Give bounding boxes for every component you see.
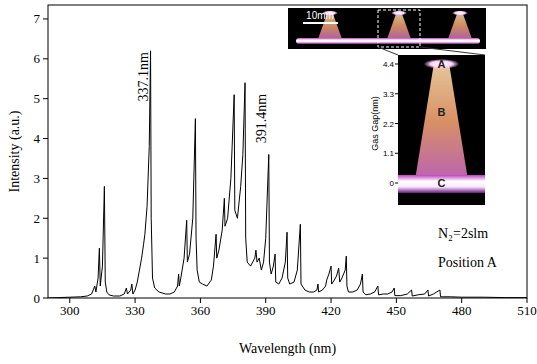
inset-region-label: B (438, 106, 446, 118)
inset-tick-label: 2.2 (383, 120, 395, 129)
photo-cone (416, 66, 468, 177)
x-tick-label: 300 (60, 303, 80, 318)
x-tick-label: 510 (517, 303, 537, 318)
photo-top (288, 8, 486, 49)
inset-region-label: A (438, 58, 446, 70)
y-tick (43, 178, 48, 179)
zoom-box (378, 10, 420, 47)
spectrum-line (48, 51, 527, 298)
photo-jet-top (452, 11, 468, 16)
y-tick-label: 0 (34, 291, 41, 306)
y-tick (43, 258, 48, 259)
photo-zoom (398, 55, 485, 205)
photo-jet (387, 14, 411, 39)
photo-jet-top (391, 11, 407, 16)
y-tick-label: 6 (34, 51, 41, 66)
y-tick-label: 5 (34, 91, 41, 106)
inset-tick (395, 123, 398, 124)
inset-tick (395, 183, 398, 184)
background (0, 0, 537, 364)
plot-frame (48, 5, 527, 298)
y-tick-label: 1 (34, 251, 41, 266)
x-tick-label: 420 (321, 303, 341, 318)
x-tick-label: 390 (256, 303, 276, 318)
inset-region-label: C (438, 177, 446, 189)
chart: 300 330 360 390 420 450 480 510 0 1 2 3 4 5 6 7 Waveleng… (0, 0, 537, 364)
zoom-line (378, 47, 398, 55)
y-tick (43, 18, 48, 19)
photo-jet (448, 14, 472, 39)
peak-annotation: 337.1nm (136, 52, 151, 102)
scale-bar (303, 22, 338, 24)
y-tick (43, 298, 48, 299)
y-tick (43, 58, 48, 59)
y-tick-label: 7 (34, 11, 41, 26)
inset-tick (395, 64, 398, 65)
y-tick (43, 218, 48, 219)
y-axis-label: Intensity (a.u.) (7, 110, 23, 192)
x-tick-label: 480 (452, 303, 472, 318)
photo-top-electrode (424, 59, 460, 69)
y-tick-label: 2 (34, 211, 41, 226)
note: N₂=2slm (438, 226, 488, 241)
y-tick-label: 4 (34, 131, 41, 146)
note: Position A (438, 255, 498, 270)
inset-axis-label: Gas Gap(nm) (370, 96, 380, 151)
zoom-line (420, 47, 485, 55)
x-tick-label: 360 (191, 303, 211, 318)
x-axis-label: Wavelength (nm) (239, 341, 337, 357)
x-tick-label: 330 (125, 303, 145, 318)
inset-tick-label: 1.1 (383, 149, 395, 158)
inset-tick (395, 153, 398, 154)
y-tick (43, 138, 48, 139)
plot-area (48, 51, 527, 298)
inset-tick-label: 4.4 (383, 60, 395, 69)
peak-annotation: 391.4nm (254, 94, 269, 144)
scale-bar-label: 10mm (306, 10, 334, 21)
x-tick-label: 450 (387, 303, 407, 318)
y-tick-label: 3 (34, 171, 41, 186)
inset-tick (395, 93, 398, 94)
inset-tick-label: 0 (390, 179, 395, 188)
inset-tick-label: 3.3 (383, 90, 395, 99)
photo-bottom-electrode (398, 175, 485, 193)
y-tick (43, 98, 48, 99)
